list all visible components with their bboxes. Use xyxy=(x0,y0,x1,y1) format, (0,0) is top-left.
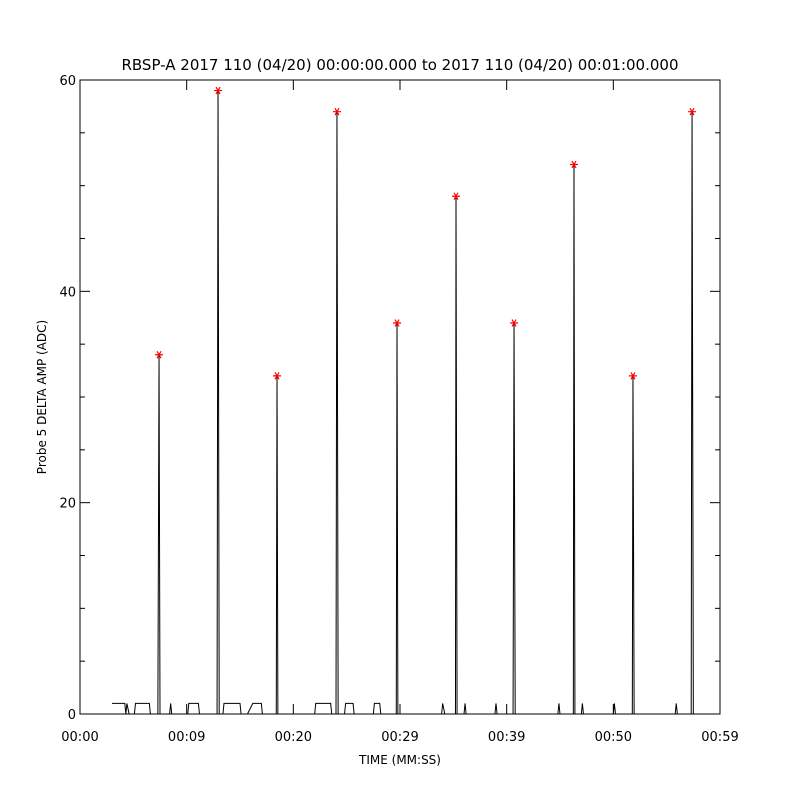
x-tick-label: 00:59 xyxy=(701,730,738,745)
x-tick-label: 00:20 xyxy=(275,730,312,745)
x-tick-label: 00:39 xyxy=(488,730,525,745)
y-axis-label: Probe 5 DELTA AMP (ADC) xyxy=(35,320,49,474)
peak-marker xyxy=(273,372,282,380)
y-tick-label: 40 xyxy=(59,285,76,300)
peak-marker xyxy=(452,192,460,201)
peak-marker xyxy=(214,86,223,95)
peak-marker xyxy=(332,107,341,116)
x-tick-label: 00:00 xyxy=(61,730,98,745)
y-tick-label: 60 xyxy=(59,74,76,89)
plot-frame xyxy=(79,79,721,715)
x-tick-label: 00:29 xyxy=(381,730,418,745)
x-tick-label: 00:50 xyxy=(595,730,632,745)
peak-marker xyxy=(510,319,519,327)
chart-title: RBSP-A 2017 110 (04/20) 00:00:00.000 to … xyxy=(121,56,678,74)
signal-line xyxy=(112,90,694,715)
peak-marker xyxy=(688,107,697,116)
peak-marker xyxy=(628,372,637,380)
peak-marker xyxy=(569,160,578,169)
x-tick-label: 00:09 xyxy=(168,730,205,745)
peak-marker xyxy=(393,319,402,327)
x-axis-label: TIME (MM:SS) xyxy=(358,753,441,767)
y-tick-label: 0 xyxy=(68,708,76,723)
y-tick-label: 20 xyxy=(59,497,76,512)
peak-marker xyxy=(155,350,164,359)
